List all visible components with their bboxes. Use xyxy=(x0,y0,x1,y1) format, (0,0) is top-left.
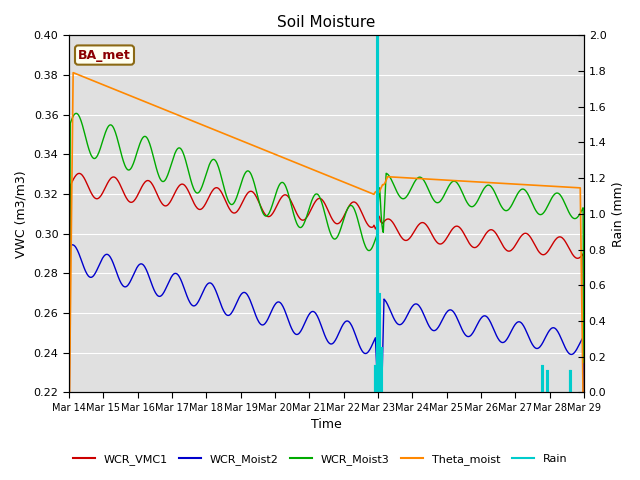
Y-axis label: Rain (mm): Rain (mm) xyxy=(612,181,625,247)
Y-axis label: VWC (m3/m3): VWC (m3/m3) xyxy=(15,170,28,258)
X-axis label: Time: Time xyxy=(311,419,342,432)
Title: Soil Moisture: Soil Moisture xyxy=(277,15,376,30)
Legend: WCR_VMC1, WCR_Moist2, WCR_Moist3, Theta_moist, Rain: WCR_VMC1, WCR_Moist2, WCR_Moist3, Theta_… xyxy=(68,450,572,469)
Text: BA_met: BA_met xyxy=(78,48,131,61)
